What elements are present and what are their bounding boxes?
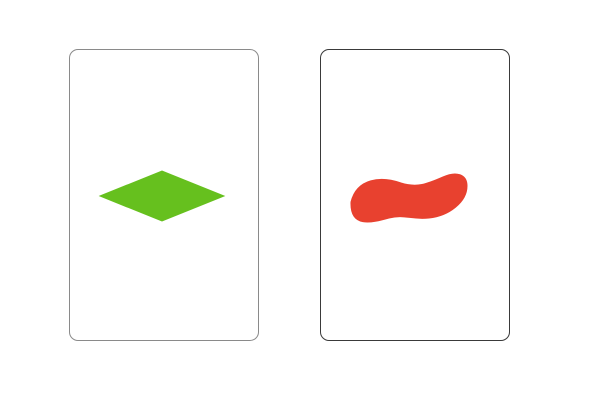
game-card[interactable]: [69, 49, 259, 341]
diamond-shape: [98, 170, 226, 222]
squiggle-icon: [350, 173, 468, 223]
squiggle-shape: [350, 173, 468, 223]
diamond-icon: [98, 170, 226, 222]
game-card[interactable]: [320, 49, 510, 341]
